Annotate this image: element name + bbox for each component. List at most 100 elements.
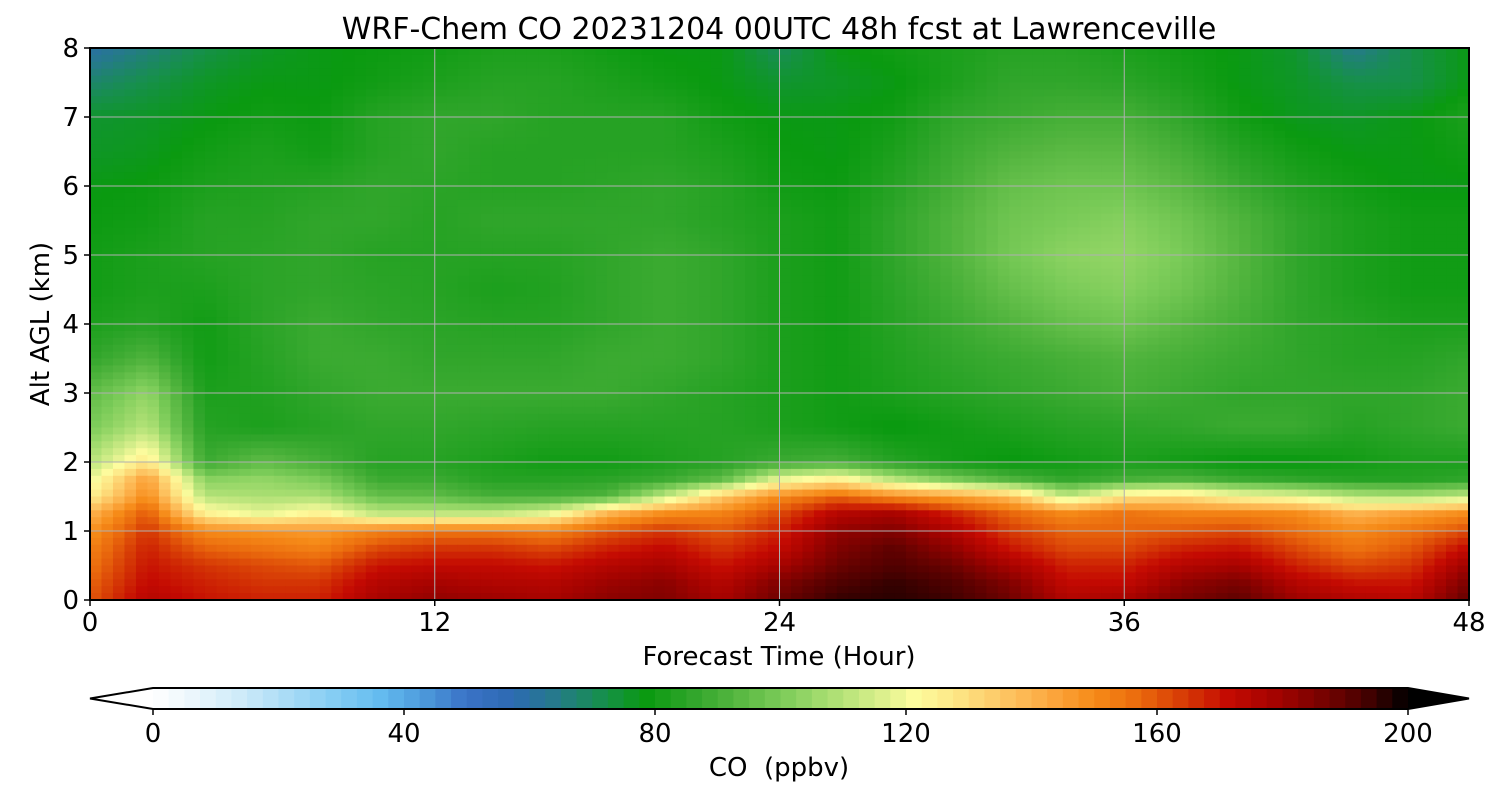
heatmap-cell [90,310,103,318]
heatmap-cell [503,89,516,97]
heatmap-cell [928,158,941,166]
heatmap-cell [1239,151,1252,159]
heatmap-cell [905,303,918,311]
heatmap-cell [733,275,746,284]
heatmap-cell [963,96,976,104]
heatmap-cell [997,268,1010,277]
heatmap-cell [1032,82,1045,90]
heatmap-cell [1216,241,1229,249]
heatmap-cell [331,82,344,90]
heatmap-cell [1273,275,1286,284]
heatmap-cell [710,282,723,291]
heatmap-cell [1308,303,1321,311]
heatmap-cell [1158,54,1171,63]
heatmap-cell [124,144,137,153]
heatmap-cell [1204,206,1217,215]
heatmap-cell [779,68,792,77]
heatmap-cell [1089,165,1102,173]
heatmap-cell [1308,261,1321,270]
heatmap-cell [905,123,918,132]
heatmap-cell [204,310,218,318]
heatmap-cell [1365,186,1378,194]
heatmap-cell [273,268,286,277]
heatmap-cell [90,54,103,63]
heatmap-cell [722,324,735,332]
heatmap-cell [595,296,608,304]
heatmap-cell [1181,61,1194,70]
heatmap-cell [469,179,482,187]
heatmap-cell [170,123,183,132]
heatmap-cell [1158,68,1171,77]
heatmap-cell [1239,303,1252,311]
heatmap-cell [204,89,218,97]
heatmap-cell [262,317,275,325]
heatmap-cell [1388,282,1401,291]
heatmap-cell [181,130,195,139]
heatmap-cell [285,54,298,63]
heatmap-cell [1147,241,1160,249]
heatmap-cell [354,324,367,332]
heatmap-cell [802,296,815,304]
heatmap-cell [1446,68,1459,77]
heatmap-cell [595,123,608,132]
heatmap-cell [181,261,195,270]
heatmap-cell [1296,192,1309,201]
heatmap-cell [90,248,103,256]
heatmap-cell [940,330,953,339]
heatmap-cell [469,151,482,159]
heatmap-cell [630,186,643,194]
heatmap-cell [147,275,160,284]
heatmap-cell [1262,179,1275,187]
heatmap-cell [112,75,126,84]
heatmap-cell [653,89,666,97]
heatmap-cell [342,68,355,77]
heatmap-cell [1101,296,1114,304]
heatmap-cell [239,248,252,256]
heatmap-cell [239,110,252,118]
heatmap-cell [388,82,401,90]
heatmap-cell [664,117,677,125]
heatmap-cell [974,324,987,332]
heatmap-cell [503,61,516,70]
heatmap-cell [1112,96,1125,104]
heatmap-cell [1423,130,1436,139]
heatmap-cell [986,261,999,270]
heatmap-cell [423,234,436,242]
heatmap-cell [147,248,160,256]
heatmap-cell [262,165,275,173]
heatmap-cell [768,206,781,215]
heatmap-cell [492,61,505,70]
heatmap-cell [687,117,700,125]
heatmap-cell [607,103,620,111]
heatmap-cell [193,275,206,284]
heatmap-cell [1296,179,1309,187]
heatmap-cell [756,324,769,332]
heatmap-cell [365,261,378,270]
heatmap-cell [1239,227,1252,235]
heatmap-cell [1388,199,1401,208]
heatmap-cell [1112,220,1125,228]
heatmap-cell [917,130,930,139]
heatmap-cell [1331,110,1344,118]
heatmap-cell [503,317,516,325]
heatmap-cell [1089,117,1102,125]
heatmap-cell [595,165,608,173]
heatmap-cell [492,268,505,277]
heatmap-cell [181,275,195,284]
heatmap-cell [446,48,459,56]
heatmap-cell [836,241,850,249]
heatmap-cell [882,275,896,284]
heatmap-cell [1250,75,1263,84]
heatmap-cell [1262,296,1275,304]
heatmap-cell [227,48,240,56]
heatmap-cell [1331,117,1344,125]
heatmap-cell [997,289,1010,297]
heatmap-cell [1308,89,1321,97]
heatmap-cell [1388,310,1401,318]
heatmap-cell [239,255,252,263]
heatmap-cell [1135,220,1148,228]
heatmap-cell [813,296,827,304]
heatmap-cell [1388,220,1401,228]
heatmap-cell [802,310,815,318]
heatmap-cell [1170,227,1183,235]
